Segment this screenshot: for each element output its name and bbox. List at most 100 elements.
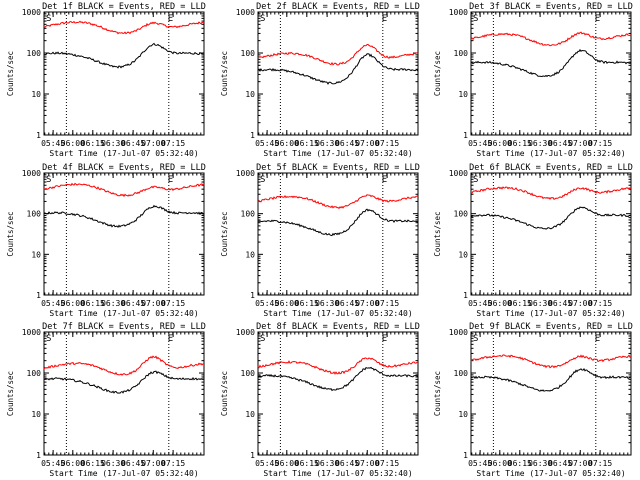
y-tick-label: 100 xyxy=(241,369,256,378)
y-axis-label: Counts/sec xyxy=(6,51,15,96)
y-tick-label: 1 xyxy=(463,451,468,460)
x-tick-label: 06:30 xyxy=(101,459,125,468)
x-tick-label: 07:00 xyxy=(355,139,379,148)
x-tick-label: 07:00 xyxy=(141,139,165,148)
x-tick-label: 06:15 xyxy=(508,299,532,308)
x-tick-label: 06:45 xyxy=(121,459,145,468)
x-tick-label: 07:00 xyxy=(355,299,379,308)
panel-det-7: Det 7f BLACK = Events, RED = LLD 1 10 100 10… xyxy=(6,322,206,478)
events-series-line xyxy=(257,208,419,237)
events-series-line xyxy=(43,204,205,229)
panel-det-8: Det 8f BLACK = Events, RED = LLD 1 10 100 10… xyxy=(220,322,420,478)
x-tick-label: 06:45 xyxy=(121,139,145,148)
x-tick-label: 06:30 xyxy=(315,299,339,308)
x-tick-label: 06:15 xyxy=(81,459,105,468)
panel-title: Det 6f BLACK = Events, RED = LLD xyxy=(469,163,633,173)
x-axis-label: Start Time (17-Jul-07 05:32:40) xyxy=(49,309,198,318)
x-tick-label: 06:15 xyxy=(508,459,532,468)
y-tick-label: 10 xyxy=(458,90,468,99)
x-tick-label: 06:00 xyxy=(61,299,85,308)
start-marker-label: S xyxy=(46,334,51,344)
panel-det-1: Det 1f BLACK = Events, RED = LLD 1 10 100 10… xyxy=(6,2,206,158)
start-marker-label: S xyxy=(46,175,51,185)
panel-det-5: Det 5f BLACK = Events, RED = LLD 1 10 100 10… xyxy=(220,163,420,318)
plot-frame xyxy=(470,172,632,296)
panel-title: Det 1f BLACK = Events, RED = LLD xyxy=(42,2,206,12)
y-tick-label: 1 xyxy=(36,451,41,460)
x-axis-label: Start Time (17-Jul-07 05:32:40) xyxy=(263,309,412,318)
start-marker-label: S xyxy=(260,175,265,185)
x-tick-label: 06:30 xyxy=(315,139,339,148)
events-series-line xyxy=(470,206,632,230)
y-tick-label: 100 xyxy=(27,210,42,219)
plot-frame xyxy=(257,331,419,456)
panel-det-2: Det 2f BLACK = Events, RED = LLD 1 10 100 10… xyxy=(220,2,420,158)
end-marker-label: E xyxy=(595,175,600,185)
y-axis-label: Counts/sec xyxy=(220,211,229,256)
y-tick-label: 1 xyxy=(250,291,255,300)
x-tick-label: 07:00 xyxy=(568,139,592,148)
y-tick-label: 1000 xyxy=(236,328,255,337)
x-tick-label: 06:00 xyxy=(275,299,299,308)
panel-title: Det 4f BLACK = Events, RED = LLD xyxy=(42,163,206,173)
x-tick-label: 05:45 xyxy=(255,139,279,148)
y-tick-label: 1 xyxy=(36,131,41,140)
y-tick-label: 1 xyxy=(250,131,255,140)
y-axis-label: Counts/sec xyxy=(6,211,15,256)
x-tick-label: 06:30 xyxy=(315,459,339,468)
start-marker-label: S xyxy=(260,14,265,24)
start-marker-label: S xyxy=(473,334,478,344)
y-tick-label: 1000 xyxy=(449,8,468,17)
x-tick-label: 06:45 xyxy=(548,459,572,468)
x-tick-label: 07:00 xyxy=(568,459,592,468)
x-tick-label: 05:45 xyxy=(255,459,279,468)
start-marker-label: S xyxy=(473,14,478,24)
end-marker-label: E xyxy=(382,14,387,24)
y-tick-label: 1 xyxy=(463,291,468,300)
x-tick-label: 06:00 xyxy=(488,299,512,308)
plot-frame xyxy=(257,11,419,136)
lld-series-line xyxy=(470,354,632,369)
lld-series-line xyxy=(43,355,204,376)
end-marker-label: E xyxy=(382,334,387,344)
end-marker-label: E xyxy=(168,175,173,185)
lld-series-line xyxy=(257,43,419,66)
x-axis-label: Start Time (17-Jul-07 05:32:40) xyxy=(49,149,198,158)
y-tick-label: 100 xyxy=(454,369,469,378)
x-axis-label: Start Time (17-Jul-07 05:32:40) xyxy=(263,469,412,478)
y-axis-label: Counts/sec xyxy=(220,371,229,416)
lld-series-line xyxy=(43,20,205,35)
x-tick-label: 05:45 xyxy=(255,299,279,308)
x-tick-label: 06:15 xyxy=(295,299,319,308)
y-tick-label: 10 xyxy=(31,410,41,419)
x-tick-label: 07:15 xyxy=(161,459,185,468)
events-series-line xyxy=(43,42,205,69)
y-tick-label: 100 xyxy=(454,210,469,219)
y-tick-label: 1 xyxy=(250,451,255,460)
x-tick-label: 05:45 xyxy=(468,459,492,468)
x-tick-label: 06:00 xyxy=(61,139,85,148)
x-tick-label: 06:00 xyxy=(488,459,512,468)
panel-title: Det 9f BLACK = Events, RED = LLD xyxy=(469,322,633,332)
x-tick-label: 06:30 xyxy=(528,459,552,468)
x-tick-label: 06:00 xyxy=(275,139,299,148)
panel-title: Det 5f BLACK = Events, RED = LLD xyxy=(256,163,420,173)
events-series-line xyxy=(257,53,419,85)
y-tick-label: 1000 xyxy=(236,169,255,178)
x-tick-label: 06:30 xyxy=(528,299,552,308)
x-axis-label: Start Time (17-Jul-07 05:32:40) xyxy=(476,309,625,318)
x-tick-label: 06:30 xyxy=(101,139,125,148)
x-tick-label: 06:15 xyxy=(295,459,319,468)
y-tick-label: 10 xyxy=(458,410,468,419)
x-tick-label: 06:45 xyxy=(335,299,359,308)
start-marker-label: S xyxy=(46,14,51,24)
panel-title: Det 7f BLACK = Events, RED = LLD xyxy=(42,322,206,332)
events-series-line xyxy=(43,370,205,394)
plot-frame xyxy=(43,331,205,456)
x-tick-label: 06:45 xyxy=(548,139,572,148)
x-tick-label: 06:00 xyxy=(275,459,299,468)
y-tick-label: 10 xyxy=(458,250,468,259)
y-tick-label: 1 xyxy=(36,291,41,300)
lld-series-line xyxy=(43,182,205,198)
lld-series-line xyxy=(257,357,419,375)
